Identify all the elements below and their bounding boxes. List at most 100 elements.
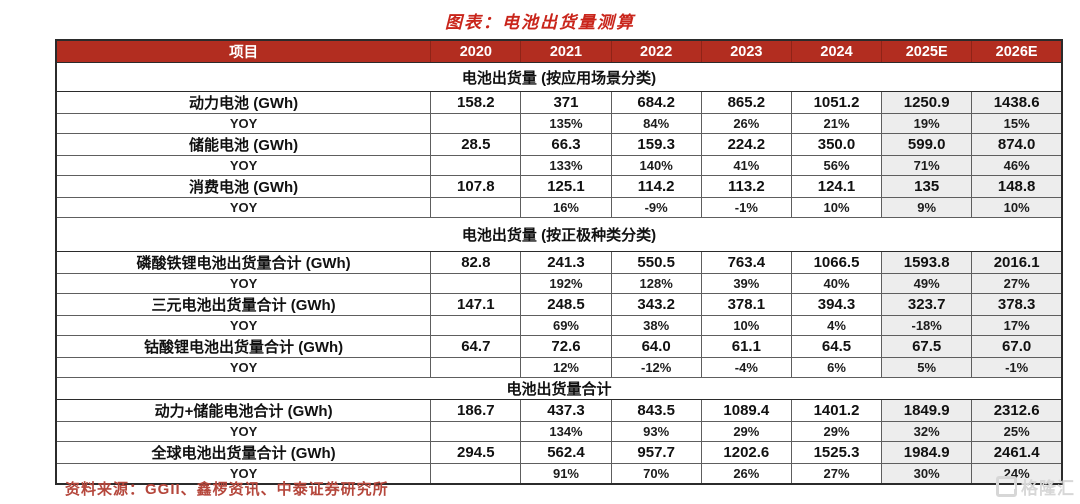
- cell-value: 763.4: [700, 251, 792, 274]
- cell-value: 843.5: [610, 399, 702, 422]
- cell-value: 72.6: [520, 335, 612, 358]
- cell-value: 4%: [790, 315, 883, 336]
- battery-shipment-table-wrap: 项目 2020 2021 2022 2023 2024 2025E 2026E 电池出货量 (…: [55, 39, 1063, 485]
- metric-table-row: 动力+储能电池合计 (GWh) 186.7 437.3 843.5 1089.4 1401…: [55, 399, 1063, 422]
- cell-value: -4%: [700, 357, 792, 378]
- cell-value: 248.5: [520, 293, 612, 316]
- battery-shipment-table: 项目 2020 2021 2022 2023 2024 2025E 2026E 电池出货量 (…: [55, 39, 1063, 485]
- column-header-year: 2021: [520, 40, 612, 63]
- metric-table-row: 三元电池出货量合计 (GWh) 147.1 248.5 343.2 378.1 394.3…: [55, 293, 1063, 316]
- column-header-item: 项目: [56, 40, 432, 63]
- column-header-year: 2024: [791, 40, 883, 63]
- data-source-note: 资料来源：GGII、鑫椤资讯、中泰证券研究所: [65, 481, 389, 498]
- cell-value: 140%: [610, 155, 702, 176]
- cell-value: 114.2: [610, 175, 702, 198]
- cell-value: 41%: [700, 155, 792, 176]
- cell-value: 67.5: [881, 335, 973, 358]
- cell-value: 394.3: [790, 293, 883, 316]
- cell-value: -1%: [971, 357, 1063, 378]
- cell-value: 224.2: [700, 133, 792, 156]
- cell-value: 9%: [881, 197, 973, 218]
- row-label: YOY: [55, 155, 432, 176]
- header-row: 项目 2020 2021 2022 2023 2024 2025E 2026E: [56, 40, 1062, 63]
- cell-value: 2461.4: [971, 441, 1063, 464]
- cell-value: 39%: [700, 273, 792, 294]
- cell-value: -9%: [610, 197, 702, 218]
- metric-table-row: 动力电池 (GWh) 158.2 371 684.2 865.2 1051.2 1250.9…: [55, 91, 1063, 114]
- cell-value: 148.8: [971, 175, 1063, 198]
- cell-value: 84%: [610, 113, 702, 134]
- cell-value: 49%: [881, 273, 973, 294]
- cell-value: 40%: [790, 273, 883, 294]
- cell-value: 24%: [971, 463, 1063, 485]
- yoy-table-row: YOY 91% 70% 26% 27% 30% 24%: [55, 463, 1063, 485]
- cell-value: 159.3: [610, 133, 702, 156]
- cell-value: 64.7: [430, 335, 522, 358]
- yoy-table-row: YOY 192% 128% 39% 40% 49% 27%: [55, 273, 1063, 294]
- cell-value: [430, 463, 522, 485]
- cell-value: 343.2: [610, 293, 702, 316]
- table-body: 电池出货量 (按应用场景分类) 动力电池 (GWh) 158.2 371 684.2 86…: [55, 62, 1063, 485]
- cell-value: 684.2: [610, 91, 702, 114]
- cell-value: 19%: [881, 113, 973, 134]
- row-label: 动力电池 (GWh): [55, 91, 432, 114]
- cell-value: 135%: [520, 113, 612, 134]
- column-header-year: 2020: [430, 40, 522, 63]
- yoy-table-row: YOY 16% -9% -1% 10% 9% 10%: [55, 197, 1063, 218]
- cell-value: 294.5: [430, 441, 522, 464]
- cell-value: 133%: [520, 155, 612, 176]
- column-header-year: 2025E: [881, 40, 973, 63]
- section-header-label: 电池出货量 (按正极种类分类): [56, 217, 1062, 252]
- row-label: YOY: [55, 113, 432, 134]
- yoy-table-row: YOY 134% 93% 29% 29% 32% 25%: [55, 421, 1063, 442]
- cell-value: 21%: [790, 113, 883, 134]
- cell-value: 1438.6: [971, 91, 1063, 114]
- cell-value: 1525.3: [790, 441, 883, 464]
- cell-value: 32%: [881, 421, 973, 442]
- cell-value: 1401.2: [790, 399, 883, 422]
- metric-table-row: 磷酸铁锂电池出货量合计 (GWh) 82.8 241.3 550.5 763.4 1066…: [55, 251, 1063, 274]
- cell-value: 1250.9: [881, 91, 973, 114]
- cell-value: 192%: [520, 273, 612, 294]
- cell-value: 2312.6: [971, 399, 1063, 422]
- cell-value: 550.5: [610, 251, 702, 274]
- cell-value: 29%: [790, 421, 883, 442]
- cell-value: 378.1: [700, 293, 792, 316]
- row-label: YOY: [55, 273, 432, 294]
- cell-value: 66.3: [520, 133, 612, 156]
- row-label: YOY: [55, 197, 432, 218]
- cell-value: 10%: [700, 315, 792, 336]
- column-header-year: 2023: [701, 40, 792, 63]
- cell-value: 38%: [610, 315, 702, 336]
- cell-value: 46%: [971, 155, 1063, 176]
- row-label: YOY: [55, 357, 432, 378]
- cell-value: 874.0: [971, 133, 1063, 156]
- cell-value: 27%: [971, 273, 1063, 294]
- cell-value: 28.5: [430, 133, 522, 156]
- cell-value: 125.1: [520, 175, 612, 198]
- cell-value: 599.0: [881, 133, 973, 156]
- cell-value: [430, 113, 522, 134]
- cell-value: 1849.9: [881, 399, 973, 422]
- cell-value: 378.3: [971, 293, 1063, 316]
- cell-value: 437.3: [520, 399, 612, 422]
- page-title: 图表：电池出货量测算: [445, 13, 635, 32]
- cell-value: [430, 155, 522, 176]
- cell-value: 1051.2: [790, 91, 883, 114]
- cell-value: 2016.1: [971, 251, 1063, 274]
- cell-value: 1984.9: [881, 441, 973, 464]
- cell-value: 26%: [700, 113, 792, 134]
- watermark-label: 格隆汇: [1021, 479, 1075, 498]
- cell-value: [430, 197, 522, 218]
- cell-value: 64.5: [790, 335, 883, 358]
- row-label: 储能电池 (GWh): [55, 133, 432, 156]
- cell-value: 27%: [790, 463, 883, 485]
- cell-value: -18%: [881, 315, 973, 336]
- row-label: 动力+储能电池合计 (GWh): [55, 399, 432, 422]
- cell-value: 323.7: [881, 293, 973, 316]
- section-header-row: 电池出货量 (按正极种类分类): [56, 217, 1062, 252]
- cell-value: 17%: [971, 315, 1063, 336]
- cell-value: 82.8: [430, 251, 522, 274]
- column-header-year: 2026E: [971, 40, 1062, 63]
- section-header-row: 电池出货量 (按应用场景分类): [56, 62, 1062, 92]
